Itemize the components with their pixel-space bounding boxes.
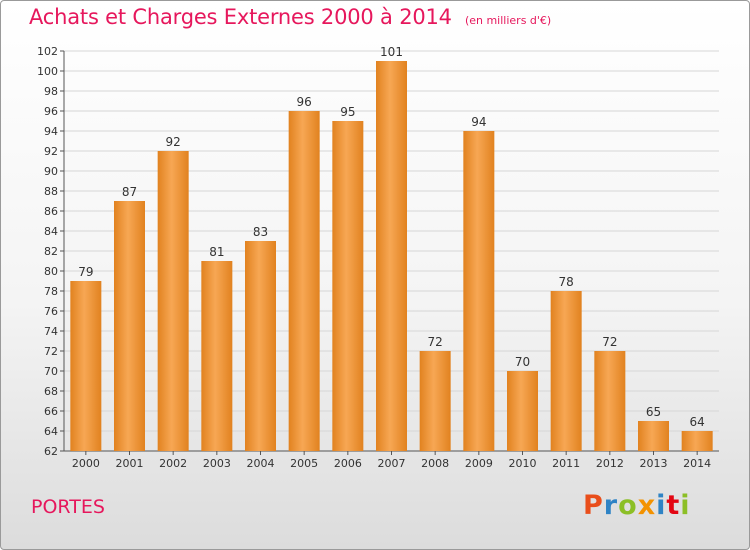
x-tick-label: 2014 (683, 457, 711, 470)
value-label: 92 (166, 135, 181, 149)
y-tick-label: 98 (44, 85, 58, 98)
bar-2013 (638, 421, 669, 451)
value-label: 70 (515, 355, 530, 369)
value-label: 94 (471, 115, 486, 129)
bar-2000 (70, 281, 102, 451)
value-label: 72 (428, 335, 443, 349)
x-tick-label: 2009 (465, 457, 493, 470)
logo-letter: P (583, 490, 604, 521)
bar-2012 (594, 351, 626, 451)
y-tick-label: 84 (44, 225, 58, 238)
y-tick-label: 92 (44, 145, 58, 158)
y-tick-label: 100 (37, 65, 58, 78)
y-tick-label: 102 (37, 45, 58, 58)
y-tick-label: 64 (44, 425, 58, 438)
bar-chart: 62 64 66 68 70 72 74 76 78 80 82 84 86 88 90 92 94 96 98 10… (37, 45, 719, 470)
value-label: 95 (340, 105, 355, 119)
bar-2009 (463, 131, 495, 451)
logo-letter: r (603, 490, 619, 521)
value-label: 83 (253, 225, 268, 239)
proxiti-logo[interactable]: Proxiti (583, 490, 691, 521)
value-label: 81 (209, 245, 224, 259)
x-tick-label: 2012 (596, 457, 624, 470)
value-label: 65 (646, 405, 661, 419)
y-tick-label: 96 (44, 105, 58, 118)
bar-2007 (376, 61, 407, 451)
value-label: 96 (297, 95, 312, 109)
bar-2003 (201, 261, 233, 451)
x-tick-label: 2008 (421, 457, 449, 470)
x-tick-label: 2013 (640, 457, 668, 470)
y-tick-label: 94 (44, 125, 58, 138)
logo-letter: x (637, 490, 657, 521)
y-tick-label: 88 (44, 185, 58, 198)
title-row: Achats et Charges Externes 2000 à 2014 (… (29, 5, 551, 29)
x-tick-label: 2001 (116, 457, 144, 470)
bar-2005 (288, 111, 320, 451)
logo-letter: o (618, 490, 638, 521)
bar-2008 (419, 351, 451, 451)
value-label: 101 (380, 45, 403, 59)
bar-2004 (245, 241, 276, 451)
x-tick-label: 2003 (203, 457, 231, 470)
y-tick-label: 74 (44, 325, 58, 338)
value-label: 79 (78, 265, 93, 279)
x-tick-label: 2004 (247, 457, 275, 470)
y-tick-label: 72 (44, 345, 58, 358)
bars (70, 61, 713, 451)
bar-2006 (332, 121, 364, 451)
y-tick-label: 68 (44, 385, 58, 398)
x-tick-label: 2010 (509, 457, 537, 470)
y-tick-label: 78 (44, 285, 58, 298)
x-axis: 2000 2001 2002 2003 2004 2005 2006 2007 2008 2009… (72, 451, 711, 470)
bar-2011 (550, 291, 582, 451)
logo-letter: i (680, 490, 691, 521)
value-label: 87 (122, 185, 137, 199)
x-tick-label: 2007 (378, 457, 406, 470)
bar-2001 (114, 201, 145, 451)
bar-2010 (507, 371, 538, 451)
y-tick-label: 66 (44, 405, 58, 418)
y-tick-label: 90 (44, 165, 58, 178)
x-tick-label: 2011 (552, 457, 580, 470)
x-tick-label: 2000 (72, 457, 100, 470)
chart-subtitle: (en milliers d'€) (464, 14, 552, 27)
x-tick-label: 2005 (290, 457, 318, 470)
value-label: 78 (559, 275, 574, 289)
y-tick-label: 86 (44, 205, 58, 218)
y-tick-label: 62 (44, 445, 58, 458)
commune-name: PORTES (31, 496, 105, 518)
y-tick-label: 70 (44, 365, 58, 378)
x-tick-label: 2002 (159, 457, 187, 470)
chart-title: Achats et Charges Externes 2000 à 2014 (29, 5, 452, 29)
x-tick-label: 2006 (334, 457, 362, 470)
value-label: 64 (690, 415, 705, 429)
value-labels: 79 87 92 81 83 96 95 101 72 94 70 78 72 65 64 (78, 45, 705, 429)
y-tick-label: 80 (44, 265, 58, 278)
value-label: 72 (602, 335, 617, 349)
y-tick-label: 82 (44, 245, 58, 258)
logo-letter: i (656, 490, 667, 521)
logo-letter: t (666, 490, 681, 521)
bar-2002 (157, 151, 189, 451)
bar-2014 (681, 431, 713, 451)
y-tick-label: 76 (44, 305, 58, 318)
